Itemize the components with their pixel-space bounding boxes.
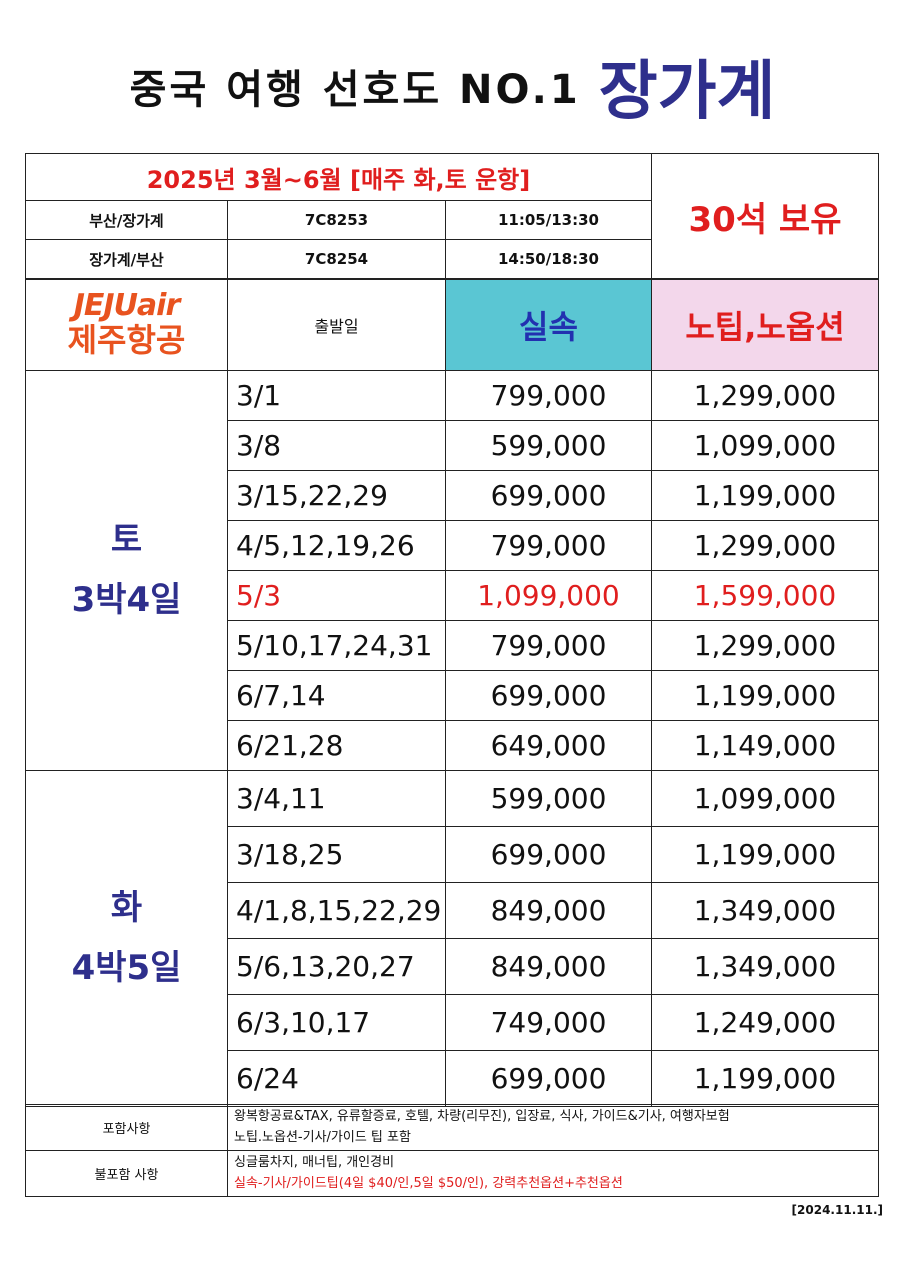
- date-stamp: [2024.11.11.]: [791, 1203, 883, 1217]
- notes-table: 포함사항 왕복항공료&TAX, 유류할증료, 호텔, 차량(리무진), 입장료,…: [25, 1104, 879, 1197]
- price-premium: 1,099,000: [651, 420, 879, 471]
- excluded-label: 불포함 사항: [25, 1150, 228, 1197]
- airline-logo: JEJUair 제주항공: [25, 279, 228, 371]
- departure-date: 6/24: [227, 1050, 446, 1107]
- departure-date: 5/10,17,24,31: [227, 620, 446, 671]
- group-tuesday: 화 4박5일: [25, 770, 228, 1107]
- title-accent: 장가계: [598, 55, 776, 129]
- table-row: 5/6,13,20,27 849,000 1,349,000: [26, 938, 879, 995]
- flight-period-row: 2025년 3월~6월 [매주 화,토 운항] 30석 보유: [25, 153, 879, 279]
- price-real: 599,000: [445, 420, 652, 471]
- price-real: 849,000: [445, 938, 652, 995]
- price-premium: 1,199,000: [651, 470, 879, 521]
- departure-date: 6/21,28: [227, 720, 446, 771]
- price-real: 699,000: [445, 470, 652, 521]
- departure-date: 3/8: [227, 420, 446, 471]
- table-row: 4/5,12,19,26 799,000 1,299,000: [26, 520, 879, 571]
- table-row: 화 4박5일 3/4,11 599,000 1,099,000: [25, 770, 879, 1107]
- price-real: 699,000: [445, 826, 652, 883]
- departure-date: 6/7,14: [227, 670, 446, 721]
- price-premium: 1,199,000: [651, 1050, 879, 1107]
- price-premium: 1,149,000: [651, 720, 879, 771]
- table-row: 6/3,10,17 749,000 1,249,000: [26, 994, 879, 1051]
- departure-date: 4/1,8,15,22,29: [227, 882, 446, 939]
- table-row: 토 3박4일 3/1 799,000 1,299,000: [25, 370, 879, 771]
- excluded-line: 실속-기사/가이드팁(4일 $40/인,5일 $50/인), 강력추천옵션+추천…: [234, 1175, 623, 1191]
- included-text: 왕복항공료&TAX, 유류할증료, 호텔, 차량(리무진), 입장료, 식사, …: [227, 1104, 879, 1151]
- departure-header: 출발일: [227, 279, 446, 371]
- excluded-line: 싱글룸차지, 매너팁, 개인경비: [234, 1155, 395, 1171]
- price-header-row: JEJUair 제주항공 출발일 실속 노팁,노옵션: [25, 279, 879, 371]
- price-real: 799,000: [445, 520, 652, 571]
- group-saturday: 토 3박4일: [25, 370, 228, 771]
- seats-available: 30석 보유: [651, 153, 879, 279]
- price-real: 1,099,000: [445, 570, 652, 621]
- included-line: 노팁.노옵션-기사/가이드 팁 포함: [234, 1129, 411, 1145]
- price-table: JEJUair 제주항공 출발일 실속 노팁,노옵션 토 3박4일 3/1 799…: [25, 279, 879, 1107]
- included-row: 포함사항 왕복항공료&TAX, 유류할증료, 호텔, 차량(리무진), 입장료,…: [25, 1104, 879, 1151]
- flight-route: 부산/장가계: [25, 200, 228, 240]
- logo-korean: 제주항공: [67, 320, 186, 359]
- table-row: 6/24 699,000 1,199,000: [26, 1050, 879, 1107]
- price-real: 799,000: [445, 620, 652, 671]
- price-real: 599,000: [445, 770, 652, 827]
- table-row: 3/15,22,29 699,000 1,199,000: [26, 470, 879, 521]
- title-main: 중국 여행 선호도 NO.1: [129, 67, 581, 113]
- price-premium: 1,349,000: [651, 882, 879, 939]
- price-premium: 1,199,000: [651, 826, 879, 883]
- price-premium: 1,299,000: [651, 370, 879, 421]
- flight-code: 7C8254: [227, 239, 446, 279]
- price-premium-header: 노팁,노옵션: [651, 279, 879, 371]
- table-row: 6/21,28 649,000 1,149,000: [26, 720, 879, 771]
- included-label: 포함사항: [25, 1104, 228, 1151]
- price-premium: 1,599,000: [651, 570, 879, 621]
- flight-route: 장가계/부산: [25, 239, 228, 279]
- departure-date: 3/15,22,29: [227, 470, 446, 521]
- included-line: 왕복항공료&TAX, 유류할증료, 호텔, 차량(리무진), 입장료, 식사, …: [234, 1109, 730, 1125]
- price-real: 749,000: [445, 994, 652, 1051]
- flight-period: 2025년 3월~6월 [매주 화,토 운항]: [25, 153, 652, 201]
- price-premium: 1,299,000: [651, 520, 879, 571]
- price-real: 699,000: [445, 670, 652, 721]
- departure-date: 3/4,11: [227, 770, 446, 827]
- flight-time: 14:50/18:30: [445, 239, 652, 279]
- flight-code: 7C8253: [227, 200, 446, 240]
- table-row: 3/8 599,000 1,099,000: [26, 420, 879, 471]
- departure-date: 4/5,12,19,26: [227, 520, 446, 571]
- flight-time: 11:05/13:30: [445, 200, 652, 240]
- departure-date: 3/18,25: [227, 826, 446, 883]
- price-real: 799,000: [445, 370, 652, 421]
- logo-wordmark: JEJUair: [73, 287, 181, 323]
- departure-date: 5/6,13,20,27: [227, 938, 446, 995]
- excluded-text: 싱글룸차지, 매너팁, 개인경비 실속-기사/가이드팁(4일 $40/인,5일 …: [227, 1150, 879, 1197]
- table-row: 5/10,17,24,31 799,000 1,299,000: [26, 620, 879, 671]
- price-real: 699,000: [445, 1050, 652, 1107]
- excluded-row: 불포함 사항 싱글룸차지, 매너팁, 개인경비 실속-기사/가이드팁(4일 $4…: [25, 1150, 879, 1197]
- flight-row: 장가계/부산 7C8254 14:50/18:30: [25, 239, 879, 279]
- price-premium: 1,299,000: [651, 620, 879, 671]
- page-title: 중국 여행 선호도 NO.1 장가계: [0, 40, 905, 132]
- group-day: 화: [110, 888, 143, 928]
- flight-info-table: 2025년 3월~6월 [매주 화,토 운항] 30석 보유 부산/장가계 7C…: [25, 153, 879, 279]
- group-duration: 3박4일: [71, 579, 182, 620]
- price-premium: 1,249,000: [651, 994, 879, 1051]
- table-row: 3/18,25 699,000 1,199,000: [26, 826, 879, 883]
- price-premium: 1,349,000: [651, 938, 879, 995]
- price-real: 649,000: [445, 720, 652, 771]
- price-real: 849,000: [445, 882, 652, 939]
- price-premium: 1,099,000: [651, 770, 879, 827]
- group-duration: 4박5일: [71, 947, 182, 988]
- departure-date: 3/1: [227, 370, 446, 421]
- group-day: 토: [110, 520, 143, 560]
- departure-date: 5/3: [227, 570, 446, 621]
- departure-date: 6/3,10,17: [227, 994, 446, 1051]
- price-premium: 1,199,000: [651, 670, 879, 721]
- flight-row: 부산/장가계 7C8253 11:05/13:30: [25, 200, 879, 240]
- price-real-header: 실속: [445, 279, 652, 371]
- table-row: 4/1,8,15,22,29 849,000 1,349,000: [26, 882, 879, 939]
- table-row-highlight: 5/3 1,099,000 1,599,000: [26, 570, 879, 621]
